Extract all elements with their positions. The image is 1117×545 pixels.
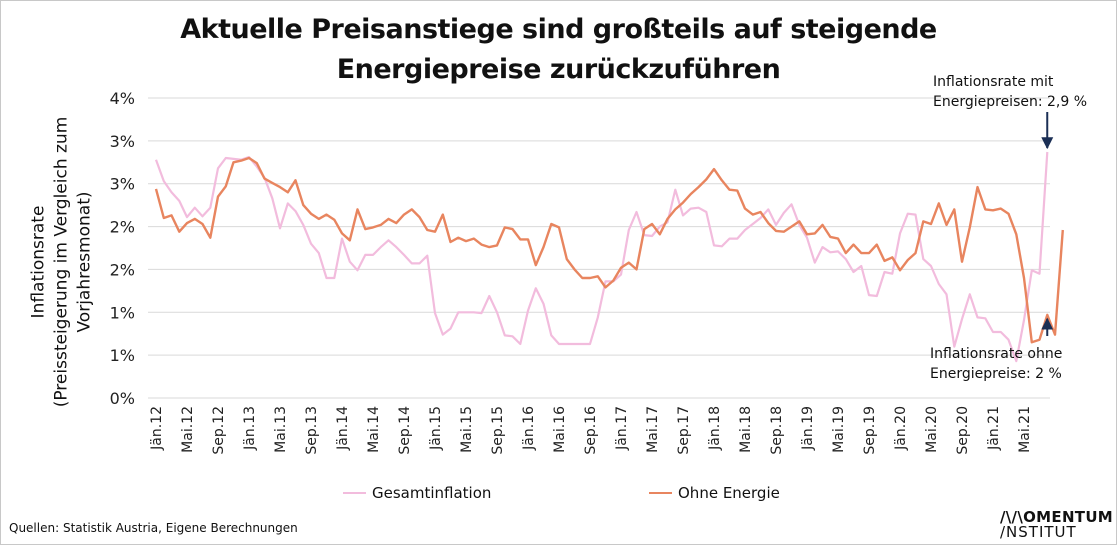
y-tick-label: 3% [110, 175, 135, 194]
source-note: Quellen: Statistik Austria, Eigene Berec… [9, 521, 298, 535]
x-tick-label: Mai.21 [1017, 406, 1033, 453]
logo-line-2: /NSTITUT [1000, 523, 1077, 541]
legend-label-ohne-energie: Ohne Energie [678, 484, 780, 502]
x-tick-label: Mai.18 [738, 406, 754, 453]
x-tick-label: Jän.15 [428, 406, 444, 451]
logo-line-1: /\/\OMENTUM [1000, 508, 1114, 526]
y-axis-label-line-1: Inflationsrate [28, 205, 49, 319]
x-tick-label: Jän.19 [800, 406, 816, 451]
x-tick-label: Jän.14 [335, 406, 351, 451]
x-tick-label: Sep.12 [211, 406, 227, 455]
x-tick-label: Sep.16 [583, 406, 599, 455]
y-tick-label: 2% [110, 218, 135, 237]
y-tick-label: 2% [110, 260, 135, 279]
legend-item-ohne-energie: Ohne Energie [649, 484, 780, 502]
legend-swatch-gesamtinflation [343, 492, 366, 494]
x-tick-label: Sep.18 [769, 406, 785, 455]
x-tick-label: Jän.21 [986, 406, 1002, 451]
x-tick-label: Mai.12 [180, 406, 196, 453]
chart-title: Aktuelle Preisanstiege sind großteils au… [0, 10, 1117, 90]
x-tick-label: Mai.19 [831, 406, 847, 453]
y-tick-label: 4% [110, 89, 135, 108]
annotation-without-energy-line-2: Energiepreise: 2 % [930, 366, 1062, 382]
momentum-institut-logo: /\/\OMENTUM /NSTITUT [1000, 510, 1113, 540]
x-tick-label: Mai.15 [459, 406, 475, 453]
annotation-with-energy: Inflationsrate mit Energiepreisen: 2,9 % [933, 72, 1087, 112]
series-line-gesamtinflation [154, 151, 1049, 363]
x-tick-label: Mai.20 [924, 406, 940, 453]
x-tick-label: Sep.14 [397, 406, 413, 455]
legend-label-gesamtinflation: Gesamtinflation [372, 484, 492, 502]
x-tick-label: Sep.19 [862, 406, 878, 455]
y-axis-label-line-3: Vorjahresmonat) [74, 191, 95, 333]
x-tick-label: Jän.17 [614, 406, 630, 451]
y-tick-label: 1% [110, 303, 135, 322]
x-tick-label: Jän.20 [893, 406, 909, 451]
x-tick-label: Sep.13 [304, 406, 320, 455]
legend-item-gesamtinflation: Gesamtinflation [343, 484, 491, 502]
y-tick-label: 3% [110, 132, 135, 151]
x-tick-label: Sep.15 [490, 406, 506, 455]
title-line-1: Aktuelle Preisanstiege sind großteils au… [180, 14, 937, 45]
x-tick-label: Mai.14 [366, 406, 382, 453]
y-tick-label: 0% [110, 389, 135, 408]
annotation-with-energy-line-1: Inflationsrate mit [933, 74, 1054, 90]
annotation-without-energy-line-1: Inflationsrate ohne [930, 346, 1063, 362]
y-tick-label: 1% [110, 346, 135, 365]
x-tick-label: Jän.13 [242, 406, 258, 451]
series-line-ohne-energie [154, 156, 1064, 344]
x-tick-label: Mai.13 [273, 406, 289, 453]
title-line-2: Energiepreise zurückzuführen [336, 54, 781, 85]
legend-swatch-ohne-energie [649, 492, 672, 494]
annotation-without-energy: Inflationsrate ohne Energiepreise: 2 % [930, 344, 1062, 384]
y-axis-label: Inflationsrate (Preissteigerung im Vergl… [28, 117, 97, 408]
x-tick-label: Mai.17 [645, 406, 661, 453]
x-tick-label: Jän.18 [707, 406, 723, 451]
x-tick-label: Jän.16 [521, 406, 537, 451]
y-axis-label-line-2: (Preissteigerung im Vergleich zum [51, 116, 72, 408]
x-tick-label: Mai.16 [552, 406, 568, 453]
annotation-with-energy-line-2: Energiepreisen: 2,9 % [933, 94, 1088, 110]
x-tick-label: Jän.12 [149, 406, 165, 451]
x-tick-label: Sep.20 [955, 406, 971, 455]
x-tick-label: Sep.17 [676, 406, 692, 455]
